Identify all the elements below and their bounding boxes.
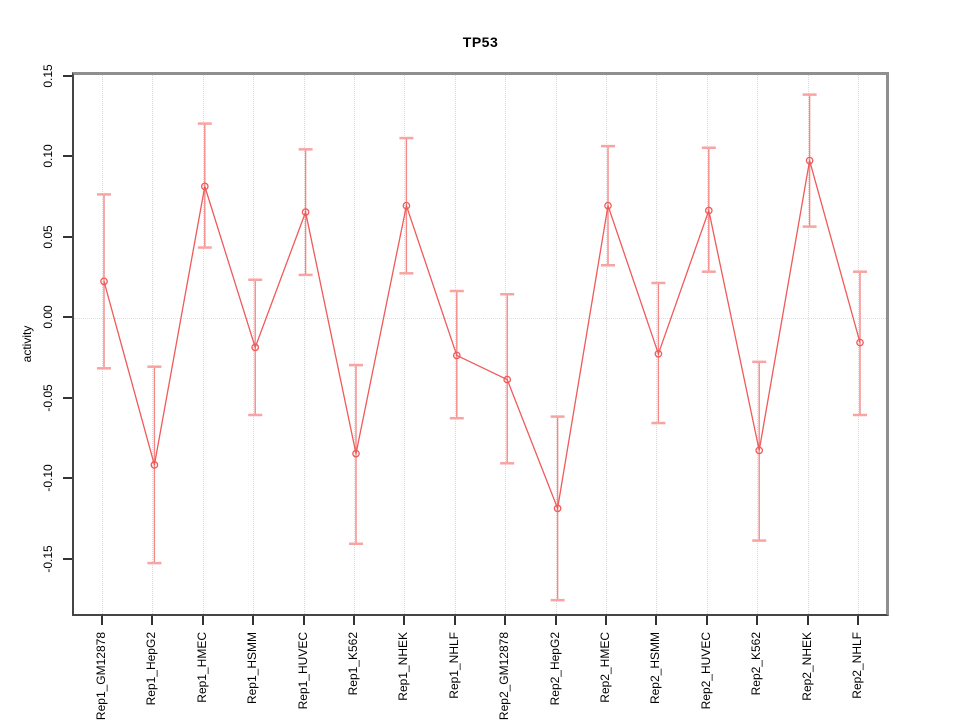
data-point-Rep1_HUVEC bbox=[301, 208, 310, 216]
gridline-Rep2_HepG2 bbox=[555, 75, 557, 614]
gridline-Rep1_GM12878 bbox=[102, 75, 103, 614]
y-tick-label: -0.15 bbox=[41, 544, 55, 573]
y-tick-label: 0.05 bbox=[41, 224, 55, 249]
x-tick-label-Rep1_K562: Rep1_K562 bbox=[346, 632, 360, 696]
data-series bbox=[97, 93, 867, 602]
x-tick-label-Rep2_NHLF: Rep2_NHLF bbox=[850, 632, 864, 699]
x-tick-label-Rep1_HMEC: Rep1_HMEC bbox=[194, 632, 209, 703]
y-axis-tick bbox=[63, 155, 72, 157]
x-axis-tick bbox=[705, 616, 708, 625]
y-tick-label: 0.10 bbox=[41, 144, 55, 168]
x-axis-tick bbox=[857, 616, 859, 625]
chart-title: TP53 bbox=[462, 34, 499, 50]
y-axis-tick bbox=[63, 477, 72, 479]
y-axis-tick bbox=[63, 235, 72, 238]
x-tick-label-Rep1_GM12878: Rep1_GM12878 bbox=[94, 632, 108, 720]
y-tick-label: 0.15 bbox=[41, 63, 55, 88]
data-point-Rep2_NHEK bbox=[805, 156, 814, 165]
x-tick-label-Rep1_HUVEC: Rep1_HUVEC bbox=[295, 632, 310, 710]
x-axis-tick bbox=[403, 616, 406, 625]
series-line bbox=[103, 160, 861, 511]
data-point-Rep2_HSMM bbox=[654, 349, 663, 358]
x-axis-tick bbox=[806, 616, 809, 625]
data-point-Rep1_HSMM bbox=[251, 343, 260, 352]
x-tick-label-Rep1_HSMM: Rep1_HSMM bbox=[245, 632, 260, 705]
x-axis-tick bbox=[101, 616, 103, 625]
y-tick-label: 0.00 bbox=[41, 305, 55, 329]
x-axis-tick bbox=[554, 616, 557, 625]
plot-area bbox=[72, 72, 889, 616]
data-point-Rep1_NHLF bbox=[452, 351, 461, 360]
zero-line bbox=[74, 318, 886, 319]
y-axis-tick bbox=[63, 396, 72, 399]
x-axis-tick bbox=[605, 616, 607, 625]
gridline-Rep1_NHEK bbox=[404, 75, 406, 614]
x-axis-tick bbox=[302, 616, 305, 625]
x-tick-label-Rep2_HUVEC: Rep2_HUVEC bbox=[698, 632, 713, 710]
gridline-Rep2_GM12878 bbox=[505, 75, 507, 614]
gridline-Rep1_K562 bbox=[354, 75, 355, 614]
x-tick-label-Rep1_HepG2: Rep1_HepG2 bbox=[144, 632, 159, 706]
y-axis-label: activity bbox=[20, 325, 34, 363]
data-point-Rep2_HMEC bbox=[604, 201, 612, 210]
data-point-Rep1_GM12878 bbox=[100, 277, 108, 286]
x-tick-label-Rep2_HMEC: Rep2_HMEC bbox=[598, 632, 612, 703]
x-axis-tick bbox=[151, 616, 154, 625]
data-point-Rep2_NHLF bbox=[856, 338, 864, 347]
x-tick-label-Rep2_HSMM: Rep2_HSMM bbox=[648, 632, 663, 705]
data-point-Rep2_K562 bbox=[755, 446, 764, 455]
x-axis-tick bbox=[453, 616, 456, 625]
y-axis-tick bbox=[63, 316, 72, 318]
gridline-Rep2_HMEC bbox=[606, 75, 607, 614]
x-tick-label-Rep2_GM12878: Rep2_GM12878 bbox=[497, 632, 512, 720]
gridline-Rep2_NHEK bbox=[807, 75, 809, 614]
gridline-Rep1_HepG2 bbox=[152, 75, 154, 614]
gridline-Rep1_HUVEC bbox=[303, 75, 305, 614]
x-axis-tick bbox=[252, 616, 255, 625]
gridline-Rep2_K562 bbox=[757, 75, 759, 614]
gridline-Rep2_HUVEC bbox=[706, 75, 708, 614]
x-axis-tick bbox=[353, 616, 355, 625]
x-tick-label-Rep1_NHLF: Rep1_NHLF bbox=[446, 632, 461, 699]
data-point-Rep2_HepG2 bbox=[553, 504, 562, 513]
x-tick-label-Rep1_NHEK: Rep1_NHEK bbox=[396, 632, 411, 701]
x-axis-tick bbox=[201, 616, 204, 625]
y-tick-label: -0.10 bbox=[41, 464, 55, 492]
y-tick-label: -0.05 bbox=[41, 383, 55, 412]
x-tick-label-Rep2_K562: Rep2_K562 bbox=[749, 632, 764, 696]
data-point-Rep1_NHEK bbox=[402, 201, 411, 210]
data-point-Rep1_HepG2 bbox=[150, 461, 159, 469]
gridline-Rep2_HSMM bbox=[656, 75, 658, 614]
x-axis-tick bbox=[504, 616, 507, 625]
data-point-Rep1_HMEC bbox=[200, 182, 209, 191]
gridline-Rep2_NHLF bbox=[858, 75, 859, 614]
x-axis-tick bbox=[655, 616, 658, 625]
y-axis-tick bbox=[63, 74, 72, 77]
x-tick-label-Rep2_NHEK: Rep2_NHEK bbox=[799, 632, 814, 701]
gridline-Rep1_NHLF bbox=[454, 75, 456, 614]
gridline-Rep1_HMEC bbox=[202, 75, 204, 614]
y-axis-tick bbox=[63, 557, 72, 560]
data-point-Rep2_GM12878 bbox=[503, 375, 512, 384]
data-point-Rep2_HUVEC bbox=[704, 206, 713, 215]
x-tick-label-Rep2_HepG2: Rep2_HepG2 bbox=[547, 632, 562, 706]
x-axis-tick bbox=[756, 616, 759, 625]
data-point-Rep1_K562 bbox=[352, 449, 360, 458]
